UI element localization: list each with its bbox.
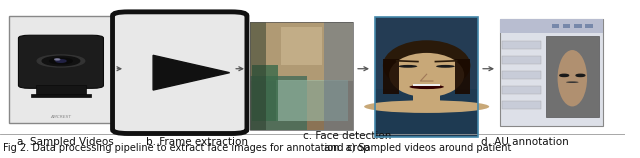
Text: b. Frame extraction: b. Frame extraction [146,137,248,147]
Bar [31,94,91,97]
Bar [250,22,353,81]
Circle shape [56,60,66,62]
Bar [250,22,266,130]
Bar [250,22,353,130]
Text: a. Sampled Videos: a. Sampled Videos [17,137,114,147]
Ellipse shape [389,53,464,97]
Bar [502,71,541,79]
Ellipse shape [410,85,444,89]
Bar [36,85,86,95]
Bar [502,101,541,109]
Bar [250,76,307,130]
FancyBboxPatch shape [113,12,247,134]
Bar [413,84,440,86]
Ellipse shape [383,40,470,91]
Bar [413,94,440,110]
Bar [500,19,604,33]
Bar [324,22,353,130]
Circle shape [50,58,72,64]
Bar [375,17,478,137]
Bar [574,24,582,28]
Bar [281,27,323,65]
Bar [563,24,570,28]
Text: AMCREST: AMCREST [51,115,72,119]
Circle shape [37,55,84,67]
Bar [250,22,353,130]
Text: c. Face detection
and crop: c. Face detection and crop [303,131,391,153]
Bar [500,19,604,126]
Bar [502,86,541,94]
Bar [502,56,541,64]
Bar [375,17,478,137]
Bar [455,59,470,94]
Bar [586,24,593,28]
Circle shape [42,56,80,66]
Polygon shape [153,55,230,90]
Ellipse shape [566,81,579,83]
Bar [375,17,478,89]
Text: d. AU annotation: d. AU annotation [481,137,569,147]
Bar [10,16,113,123]
Bar [502,41,541,49]
FancyBboxPatch shape [19,35,104,88]
Bar [552,24,559,28]
Ellipse shape [557,50,587,106]
Ellipse shape [364,100,489,113]
Ellipse shape [436,65,455,68]
Bar [545,36,599,117]
Bar [383,59,399,94]
Circle shape [576,74,585,76]
Text: Fig 2. Data processing pipeline to extract face images for annotation. a) Sample: Fig 2. Data processing pipeline to extra… [3,143,511,153]
Bar [276,80,348,121]
Circle shape [54,59,60,60]
Circle shape [560,74,568,76]
Bar [252,65,278,121]
Ellipse shape [399,65,417,68]
